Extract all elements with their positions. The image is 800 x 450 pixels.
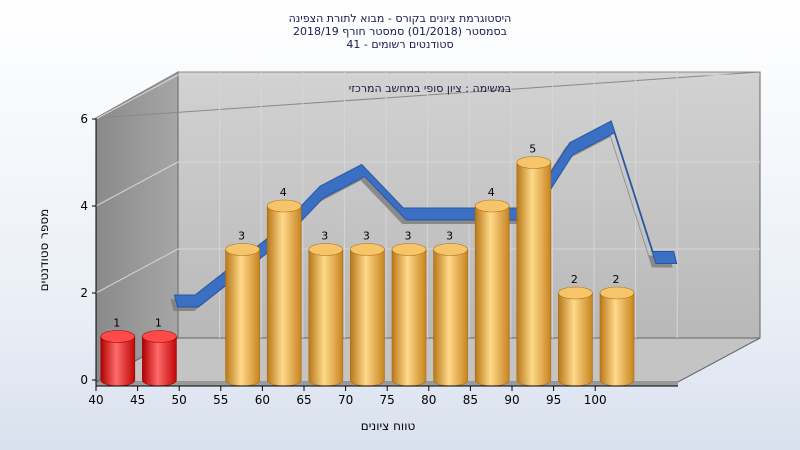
y-tick-label: 6 [80,112,88,126]
bar-data-label: 5 [529,143,536,156]
y-axis-label: מספר סטודנטים [37,209,51,292]
x-tick-label: 50 [172,393,187,407]
bar-body [433,249,468,387]
bar-data-label: 4 [280,186,287,199]
bar-body [308,249,344,387]
grid-line-left-wall [95,74,179,120]
bar-body [558,292,593,387]
bar-body [391,249,427,387]
histogram-bar: 4 [266,186,302,387]
y-tick-label: 0 [80,373,88,387]
x-tick-label: 85 [463,393,478,407]
x-axis-label: טווח ציונים [361,419,416,433]
bar-data-label: 1 [113,317,120,330]
bar-top-cap [225,243,260,256]
bar-top-cap [516,156,552,169]
bar-data-label: 2 [613,273,620,286]
grid-line-left-wall [95,161,179,207]
x-tick-label: 75 [380,393,395,407]
bar-data-label: 3 [238,230,245,243]
histogram-bar: 5 [516,143,552,387]
bar-top-cap [142,330,177,343]
histogram-bar: 3 [350,230,385,387]
y-tick-label: 4 [80,199,88,213]
bar-body [100,336,136,387]
bar-body [225,249,260,387]
bar-data-label: 4 [488,186,495,199]
x-tick-label: 80 [421,393,436,407]
y-axis: 0 2 4 6 [80,112,97,387]
bar-top-cap [599,286,635,300]
histogram-bar: 4 [474,186,510,387]
x-axis: 40 45 50 55 60 65 70 75 80 85 90 95 100 [88,385,678,407]
x-tick-label: 40 [88,393,103,407]
bar-body [516,162,552,387]
bar-top-cap [391,243,427,256]
x-tick-label: 65 [296,393,311,407]
chart-title-line-3: סטודנטים רשומים - 41 [346,38,454,51]
histogram-bar: 3 [225,230,260,387]
grid-lines [95,72,760,338]
x-tick-label: 95 [546,393,561,407]
histogram-bar: 3 [433,230,468,387]
x-tick-label: 60 [255,393,270,407]
bar-top-cap [350,243,385,256]
histogram-bar: 3 [391,230,427,387]
histogram-bar: 1 [100,317,136,387]
x-tick-label: 45 [130,393,145,407]
bar-data-label: 1 [155,317,162,330]
bar-body [474,205,510,387]
grid-line-left-wall [95,248,179,294]
histogram-bar: 2 [599,273,635,387]
histogram-bar: 1 [142,317,177,387]
bar-series: 1 1 3 4 3 3 3 3 4 5 2 2 [100,143,635,387]
bar-data-label: 2 [571,273,578,286]
bar-data-label: 3 [363,230,370,243]
bar-top-cap [100,330,136,343]
bar-top-cap [266,199,302,213]
x-tick-label: 90 [504,393,519,407]
bar-top-cap [433,243,468,256]
bar-top-cap [308,243,344,256]
bar-data-label: 3 [446,230,453,243]
trend-ribbon [170,120,678,311]
chart-floor [95,337,761,383]
bar-body [142,336,177,387]
chart-title-line-1: היסטוגרמת ציונים בקורס - מבוא לתורת הצפי… [288,12,512,25]
x-tick-label: 100 [584,393,607,407]
bar-data-label: 3 [405,230,412,243]
bar-body [350,249,385,387]
bar-top-cap [474,199,510,213]
x-tick-label: 70 [338,393,353,407]
bar-top-cap [558,286,593,300]
chart-annotation: במשימה : ציון סופי במחשב המרכזי [349,82,512,95]
bar-body [599,292,635,387]
bar-data-label: 3 [321,230,328,243]
histogram-bar: 2 [558,273,593,387]
y-tick-label: 2 [80,286,88,300]
trend-ribbon-band [173,120,678,308]
chart-title-line-2: בסמסטר (01/2018) סמסטר חורף 2018/19 [293,25,507,38]
x-tick-label: 55 [213,393,228,407]
histogram-bar: 3 [308,230,344,387]
bar-body [266,205,302,387]
